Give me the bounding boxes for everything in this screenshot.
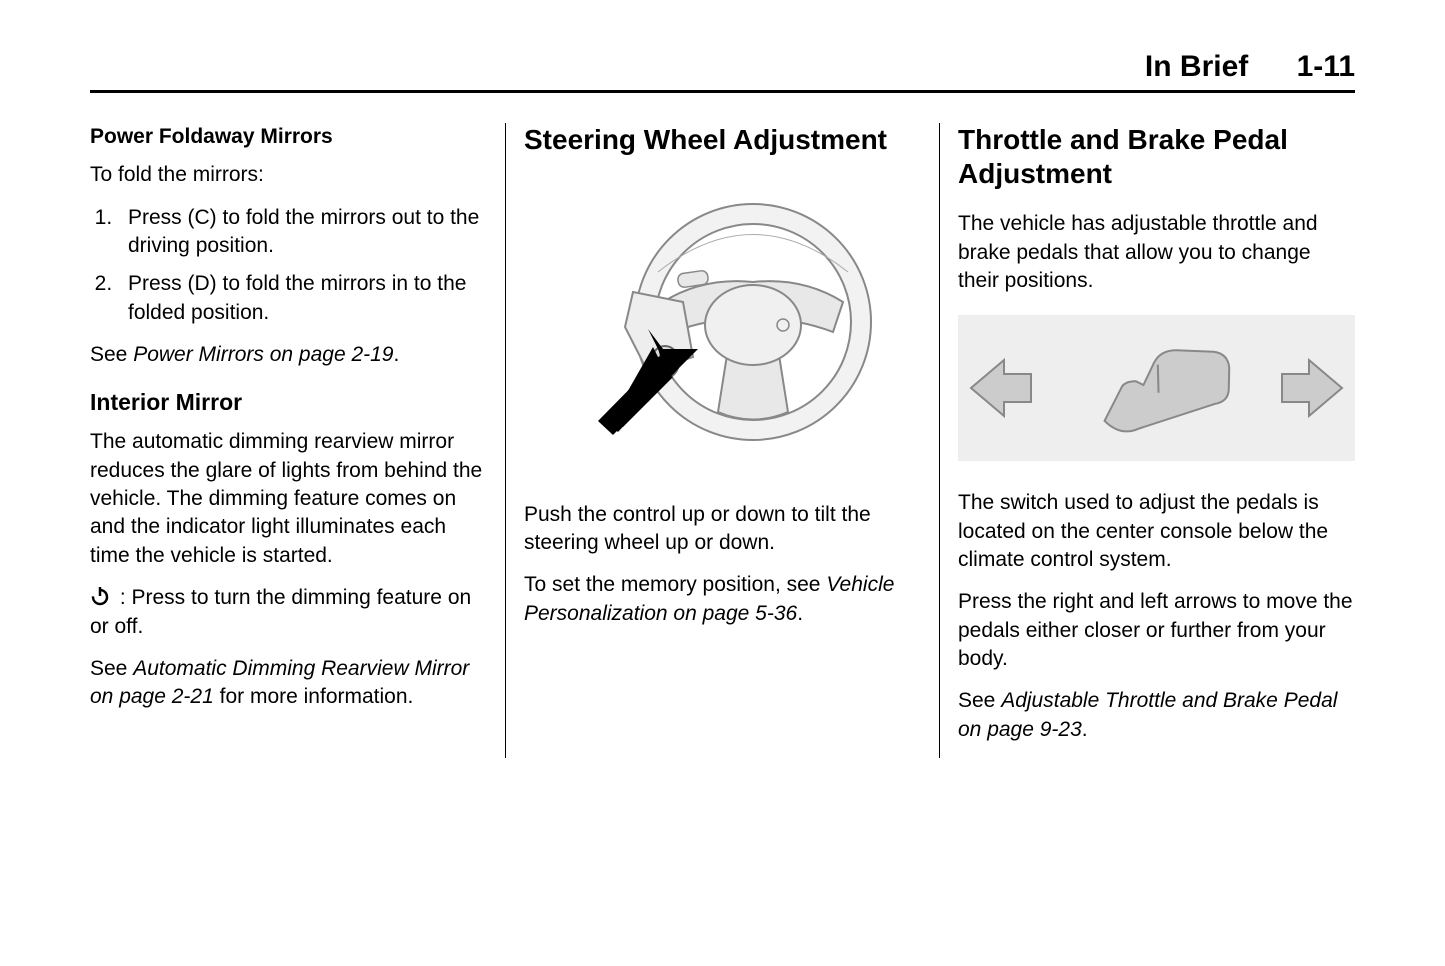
- see1-link: Power Mirrors on page 2-19: [133, 343, 393, 366]
- steering-wheel-icon: [563, 177, 883, 477]
- heading-power-foldaway: Power Foldaway Mirrors: [90, 123, 487, 151]
- see-power-mirrors: See Power Mirrors on page 2-19.: [90, 341, 487, 369]
- text-press-arrows: Press the right and left arrows to move …: [958, 588, 1355, 673]
- power-icon: [90, 586, 110, 606]
- text-power-symbol-line: : Press to turn the dimming feature on o…: [90, 584, 487, 641]
- text-interior-mirror: The automatic dimming rearview mirror re…: [90, 428, 487, 570]
- text-switch-location: The switch used to adjust the pedals is …: [958, 489, 1355, 574]
- see3-link: Adjustable Throttle and Brake Pedal on p…: [958, 689, 1337, 740]
- arrow-left-icon: [966, 348, 1036, 428]
- see-auto-dimming: See Automatic Dimming Rearview Mirror on…: [90, 655, 487, 712]
- page-header: In Brief 1-11: [90, 50, 1355, 93]
- text-fold-intro: To fold the mirrors:: [90, 161, 487, 189]
- page: In Brief 1-11 Power Foldaway Mirrors To …: [0, 0, 1445, 798]
- column-1: Power Foldaway Mirrors To fold the mirro…: [90, 123, 506, 758]
- figure-steering-wheel: [524, 177, 921, 477]
- text-steering-memory: To set the memory position, see Vehicle …: [524, 571, 921, 628]
- see1-post: .: [394, 343, 400, 366]
- pedal-icon: [1067, 333, 1247, 443]
- heading-throttle-brake: Throttle and Brake Pedal Adjustment: [958, 123, 1355, 190]
- see3-pre: See: [958, 689, 1001, 712]
- heading-steering-adjustment: Steering Wheel Adjustment: [524, 123, 921, 157]
- see2-pre: See: [90, 657, 133, 680]
- see1-pre: See: [90, 343, 133, 366]
- heading-interior-mirror: Interior Mirror: [90, 387, 487, 418]
- column-2: Steering Wheel Adjustment: [506, 123, 940, 758]
- text-steering-push: Push the control up or down to tilt the …: [524, 501, 921, 558]
- power-symbol-text: : Press to turn the dimming feature on o…: [90, 586, 471, 637]
- header-section: In Brief: [1145, 50, 1248, 83]
- text-throttle-intro: The vehicle has adjustable throttle and …: [958, 210, 1355, 295]
- arrow-right-icon: [1277, 348, 1347, 428]
- p2-pre: To set the memory position, see: [524, 573, 826, 596]
- fold-step-2: Press (D) to fold the mirrors in to the …: [118, 270, 487, 327]
- fold-steps-list: Press (C) to fold the mirrors out to the…: [90, 204, 487, 327]
- see-adjustable-pedal: See Adjustable Throttle and Brake Pedal …: [958, 687, 1355, 744]
- header-page-number: 1-11: [1297, 50, 1355, 83]
- p2-post: .: [797, 602, 803, 625]
- fold-step-1: Press (C) to fold the mirrors out to the…: [118, 204, 487, 261]
- figure-pedal-switch: [958, 315, 1355, 461]
- content-columns: Power Foldaway Mirrors To fold the mirro…: [90, 123, 1355, 758]
- see2-post: for more information.: [214, 685, 414, 708]
- see3-post: .: [1082, 718, 1088, 741]
- column-3: Throttle and Brake Pedal Adjustment The …: [940, 123, 1355, 758]
